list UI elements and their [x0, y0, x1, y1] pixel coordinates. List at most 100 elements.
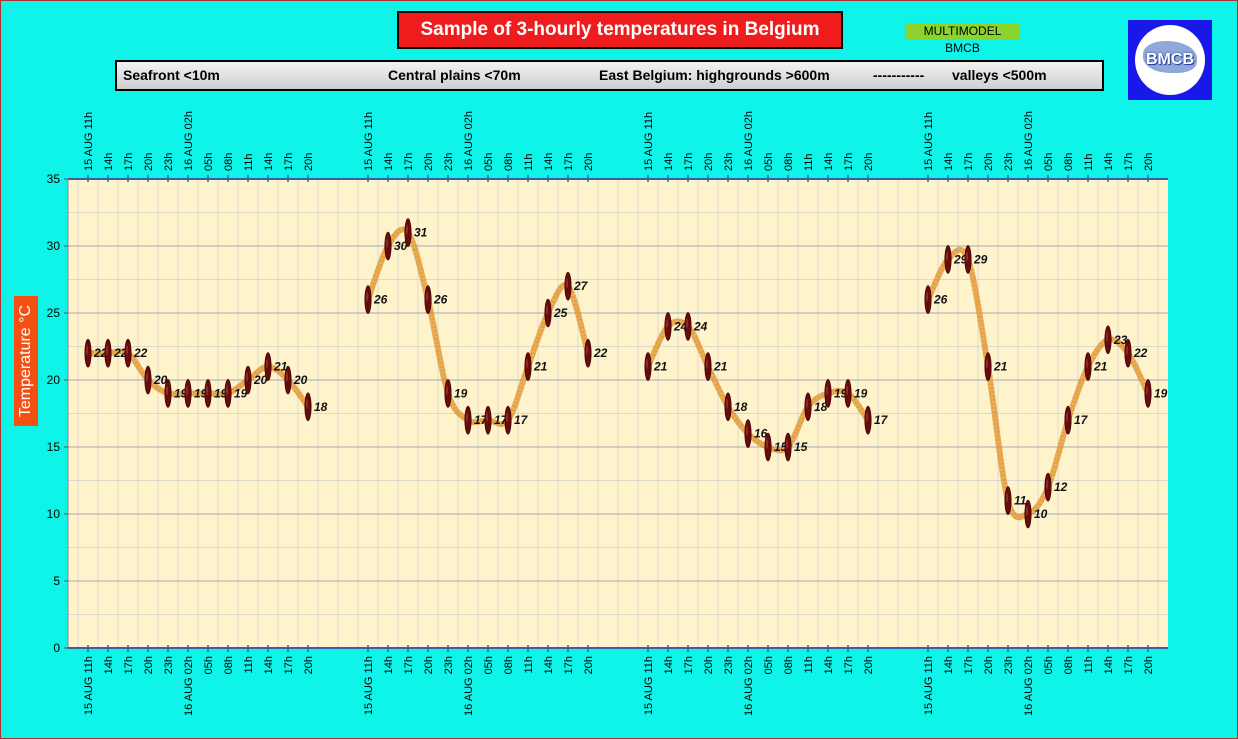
data-point [144, 365, 152, 395]
data-label: 21 [1093, 360, 1108, 374]
y-tick-label: 20 [47, 373, 61, 387]
data-point-highlight [1106, 331, 1108, 342]
x-tick-label-bottom: 14h [1103, 656, 1115, 674]
data-point-highlight [1086, 358, 1088, 369]
x-tick-label-top: 05h [763, 153, 775, 171]
x-tick-label-top: 16 AUG 02h [463, 111, 475, 171]
data-point-highlight [106, 345, 108, 356]
x-tick-label-bottom: 14h [943, 656, 955, 674]
data-point-highlight [246, 372, 248, 382]
x-tick-label-bottom: 17h [403, 656, 415, 674]
x-tick-label-top: 17h [403, 153, 415, 171]
data-point-highlight [166, 385, 168, 396]
data-label: 19 [454, 386, 468, 400]
x-tick-label-bottom: 17h [283, 656, 295, 674]
x-tick-label-bottom: 17h [683, 656, 695, 674]
data-point-highlight [406, 224, 408, 235]
legend-separator: ----------- [873, 67, 925, 83]
x-tick-label-top: 20h [583, 153, 595, 171]
x-tick-label-top: 20h [983, 153, 995, 171]
data-point-highlight [506, 412, 508, 423]
data-point [824, 379, 832, 408]
data-point-highlight [1006, 492, 1008, 503]
x-tick-label-top: 11h [243, 153, 255, 171]
x-tick-label-bottom: 11h [523, 656, 535, 674]
x-tick-label-top: 05h [203, 153, 215, 171]
data-point [1144, 379, 1152, 408]
data-point-highlight [266, 358, 268, 369]
data-label: 19 [174, 386, 188, 400]
x-tick-label-bottom: 14h [263, 656, 275, 674]
x-tick-label-top: 05h [1043, 153, 1055, 171]
data-point-highlight [806, 398, 808, 409]
data-point [424, 285, 432, 314]
x-tick-label-bottom: 20h [1143, 656, 1155, 674]
data-point [1124, 338, 1132, 368]
data-point-highlight [1126, 345, 1128, 356]
data-point-highlight [726, 398, 728, 409]
x-tick-label-bottom: 23h [1003, 656, 1015, 674]
bmcb-logo: BMCB [1128, 20, 1212, 100]
data-label: 17 [1074, 413, 1089, 427]
data-point-highlight [446, 385, 448, 396]
x-tick-label-bottom: 23h [443, 656, 455, 674]
data-point [1084, 352, 1092, 381]
x-tick-label-top: 05h [483, 153, 495, 171]
x-tick-label-bottom: 16 AUG 02h [1023, 656, 1035, 716]
data-point-highlight [826, 385, 828, 396]
x-tick-label-bottom: 05h [1043, 656, 1055, 674]
x-tick-label-bottom: 11h [243, 656, 255, 674]
x-tick-label-bottom: 08h [223, 656, 235, 674]
data-point [744, 419, 752, 448]
data-point [524, 352, 532, 381]
data-point-highlight [386, 238, 388, 248]
x-tick-label-top: 17h [843, 153, 855, 171]
data-point-highlight [486, 412, 488, 423]
x-tick-label-top: 17h [963, 153, 975, 171]
data-label: 27 [573, 279, 589, 293]
data-point-highlight [526, 358, 528, 369]
x-tick-label-top: 15 AUG 11h [83, 112, 95, 171]
x-tick-label-top: 14h [663, 153, 675, 171]
data-point [584, 338, 592, 368]
data-point-highlight [466, 412, 468, 423]
x-tick-label-bottom: 05h [203, 656, 215, 674]
data-point-highlight [846, 385, 848, 396]
data-label: 21 [653, 360, 668, 374]
x-tick-label-top: 14h [103, 153, 115, 171]
data-label: 21 [713, 360, 728, 374]
data-label: 20 [293, 373, 308, 387]
data-point-highlight [566, 278, 568, 289]
x-tick-label-top: 23h [163, 153, 175, 171]
data-point-highlight [366, 291, 368, 302]
x-tick-label-bottom: 23h [723, 656, 735, 674]
data-label: 18 [314, 400, 328, 414]
x-tick-label-bottom: 17h [123, 656, 135, 674]
x-tick-label-top: 08h [1063, 153, 1075, 171]
x-tick-label-bottom: 20h [143, 656, 155, 674]
x-tick-label-top: 15 AUG 11h [363, 112, 375, 171]
data-point [304, 392, 312, 422]
x-tick-label-bottom: 20h [583, 656, 595, 674]
x-tick-label-top: 14h [263, 153, 275, 171]
x-tick-label-bottom: 08h [1063, 656, 1075, 674]
data-point [864, 405, 872, 435]
belgium-map-icon [1143, 41, 1197, 73]
data-point-highlight [306, 398, 308, 409]
x-tick-label-bottom: 17h [843, 656, 855, 674]
data-point-highlight [546, 305, 548, 315]
legend-seafront: Seafront <10m [123, 67, 220, 83]
data-point-highlight [746, 425, 748, 436]
data-label: 19 [194, 386, 208, 400]
x-tick-label-top: 17h [123, 153, 135, 171]
x-tick-label-top: 23h [443, 153, 455, 171]
x-tick-label-top: 17h [1123, 153, 1135, 171]
x-tick-label-bottom: 11h [1083, 656, 1095, 674]
data-point-highlight [766, 439, 768, 449]
data-point [964, 245, 972, 274]
x-tick-label-bottom: 05h [763, 656, 775, 674]
data-label: 22 [1133, 346, 1148, 360]
data-label: 25 [553, 306, 568, 320]
y-axis-label-box: Temperature °C [14, 296, 38, 426]
data-label: 22 [593, 346, 608, 360]
